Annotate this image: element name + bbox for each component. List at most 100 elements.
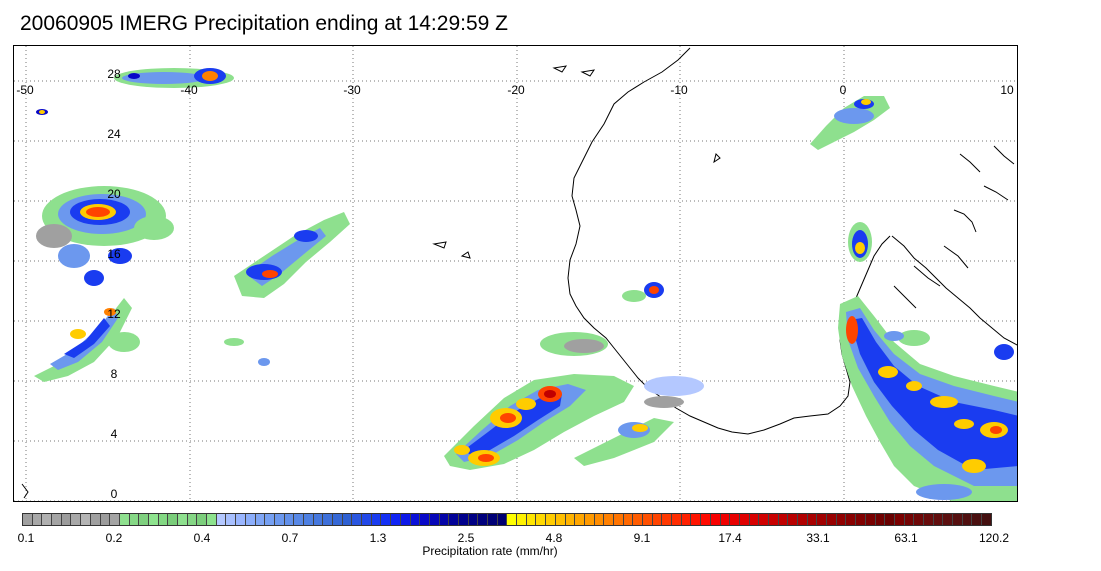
colorbar-cell: [933, 514, 944, 525]
colorbar-cell: [488, 514, 498, 525]
lat-label: 12: [107, 307, 121, 321]
colorbar-cell: [730, 514, 740, 525]
colorbar-cell: [187, 514, 198, 525]
lon-label: -50: [16, 83, 34, 97]
colorbar-cell: [439, 514, 450, 525]
precipitation-map: [13, 45, 1018, 502]
colorbar-cell: [962, 514, 973, 525]
colorbar-cell: [953, 514, 963, 525]
colorbar-cell: [972, 514, 983, 525]
map-title: 20060905 IMERG Precipitation ending at 1…: [20, 12, 508, 35]
colorbar-cell: [768, 514, 779, 525]
colorbar-cell: [749, 514, 760, 525]
colorbar-cell: [807, 514, 818, 525]
colorbar-tick-label: 9.1: [633, 531, 651, 545]
colorbar-cell: [497, 514, 508, 525]
colorbar-cell: [371, 514, 382, 525]
lat-label: 16: [107, 247, 121, 261]
colorbar-cell: [865, 514, 876, 525]
colorbar-cell: [778, 514, 789, 525]
colorbar-cell: [836, 514, 847, 525]
colorbar-cell: [420, 514, 430, 525]
colorbar-cell: [207, 514, 217, 525]
colorbar-cell: [449, 514, 459, 525]
colorbar-tick-label: 63.1: [894, 531, 918, 545]
colorbar-cell: [255, 514, 266, 525]
colorbar-cell: [875, 514, 886, 525]
lat-label: 0: [110, 487, 118, 501]
lon-label: 10: [1000, 83, 1014, 97]
colorbar-cell: [236, 514, 246, 525]
colorbar-cell: [274, 514, 285, 525]
colorbar-cell: [61, 514, 72, 525]
colorbar-cell: [158, 514, 169, 525]
colorbar-tick-label: 17.4: [718, 531, 742, 545]
colorbar-cell: [856, 514, 866, 525]
colorbar-cell: [400, 514, 411, 525]
colorbar-cell: [458, 514, 469, 525]
colorbar-cell: [885, 514, 895, 525]
colorbar-cell: [100, 514, 111, 525]
colorbar-cell: [923, 514, 934, 525]
colorbar-cell: [81, 514, 91, 525]
colorbar-cell: [817, 514, 828, 525]
colorbar-cell: [526, 514, 537, 525]
colorbar-cell: [23, 514, 33, 525]
colorbar-cell: [701, 514, 711, 525]
colorbar-cell: [555, 514, 566, 525]
colorbar-cell: [168, 514, 178, 525]
colorbar-cell: [584, 514, 595, 525]
colorbar-tick-label: 0.2: [105, 531, 123, 545]
lon-label: -30: [343, 83, 361, 97]
colorbar-tick-label: 2.5: [457, 531, 475, 545]
colorbar-cell: [139, 514, 149, 525]
colorbar-cell: [381, 514, 392, 525]
colorbar-cell: [226, 514, 237, 525]
colorbar-cell: [110, 514, 120, 525]
colorbar-cell: [691, 514, 702, 525]
colorbar-cell: [197, 514, 208, 525]
precipitation-field: [34, 68, 1017, 501]
colorbar-cell: [410, 514, 421, 525]
colorbar-cell: [119, 514, 130, 525]
colorbar-cell: [536, 514, 547, 525]
colorbar-cell: [245, 514, 256, 525]
colorbar-cell: [982, 514, 991, 525]
colorbar: [22, 513, 992, 526]
lat-label: 8: [110, 367, 118, 381]
lon-label: 0: [839, 83, 847, 97]
colorbar-cell: [265, 514, 275, 525]
colorbar-cell: [914, 514, 924, 525]
colorbar-cell: [739, 514, 750, 525]
colorbar-cell: [943, 514, 953, 525]
colorbar-cell: [294, 514, 304, 525]
lat-label: 28: [107, 67, 121, 81]
colorbar-cell: [313, 514, 324, 525]
colorbar-cell: [652, 514, 663, 525]
colorbar-cell: [216, 514, 227, 525]
lat-label: 4: [110, 427, 118, 441]
colorbar-cell: [894, 514, 905, 525]
colorbar-cell: [672, 514, 682, 525]
colorbar-cell: [32, 514, 43, 525]
lat-label: 24: [107, 127, 121, 141]
colorbar-cell: [710, 514, 721, 525]
colorbar-cell: [352, 514, 363, 525]
colorbar-cell: [643, 514, 653, 525]
colorbar-cell: [759, 514, 769, 525]
map-canvas: [14, 46, 1017, 501]
colorbar-cell: [148, 514, 159, 525]
colorbar-title: Precipitation rate (mm/hr): [422, 544, 558, 558]
colorbar-cell: [517, 514, 527, 525]
lon-label: -40: [180, 83, 198, 97]
colorbar-cell: [333, 514, 343, 525]
colorbar-cell: [178, 514, 188, 525]
colorbar-cell: [623, 514, 634, 525]
lat-label: 20: [107, 187, 121, 201]
colorbar-cell: [71, 514, 82, 525]
colorbar-cell: [429, 514, 440, 525]
colorbar-cell: [391, 514, 401, 525]
colorbar-cell: [633, 514, 643, 525]
colorbar-cell: [362, 514, 372, 525]
colorbar-tick-label: 4.8: [545, 531, 563, 545]
